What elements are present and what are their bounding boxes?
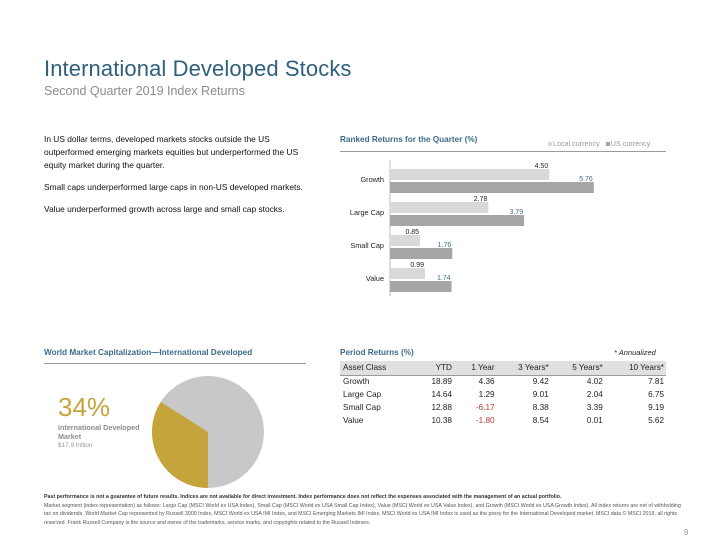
- bar-local: [390, 235, 421, 246]
- table-cell: 1.29: [478, 390, 495, 399]
- column-header: YTD: [415, 361, 454, 376]
- column-header: 1 Year: [453, 361, 497, 376]
- legend-us-swatch: [605, 142, 610, 147]
- bar-us: [390, 248, 453, 259]
- category-label: Growth: [360, 175, 384, 184]
- table-cell: Value: [343, 416, 364, 425]
- table-cell: -1.80: [475, 416, 495, 425]
- page-subtitle: Second Quarter 2019 Index Returns: [44, 84, 245, 98]
- footer-bold-text: Past performance is not a guarantee of f…: [44, 494, 562, 500]
- table-cell: 10.38: [431, 416, 452, 425]
- world-cap-percent: 34%: [58, 392, 111, 422]
- table-cell: 12.88: [431, 403, 452, 412]
- column-header: 10 Years*: [604, 361, 666, 376]
- table-cell: 9.42: [532, 377, 549, 387]
- table-cell: 5.62: [648, 416, 664, 425]
- annualized-note: * Annualized: [614, 348, 656, 357]
- legend-local: Local currency: [548, 139, 600, 148]
- world-cap-pie: [152, 376, 264, 488]
- table-row: Growth 18.89 4.36 9.42 4.02 7.81: [340, 375, 666, 388]
- intro-paragraph-2: Small caps underperformed large caps in …: [44, 182, 303, 192]
- table-cell: Growth: [343, 377, 370, 387]
- bar-value-label: 2.78: [474, 196, 488, 203]
- table-cell: 6.75: [648, 390, 664, 399]
- pie-slice-international: [152, 401, 208, 488]
- ranked-returns-heading: Ranked Returns for the Quarter (%): [340, 135, 478, 144]
- legend-us-label: US currency: [610, 139, 651, 148]
- table-cell: 3.39: [586, 403, 603, 412]
- column-header: Asset Class: [340, 361, 416, 376]
- bar-us: [390, 182, 594, 193]
- period-returns-table: Asset Class YTD 1 Year 3 Years* 5 Years* 10 Y…: [340, 361, 666, 427]
- column-header: 5 Years*: [550, 361, 605, 376]
- intro-text: In US dollar terms, developed markets st…: [44, 133, 306, 225]
- legend-local-swatch: [548, 142, 552, 147]
- category-label: Large Cap: [350, 208, 384, 217]
- column-header: 3 Years*: [496, 361, 551, 376]
- category-label: Small Cap: [350, 241, 384, 250]
- table-cell: 4.02: [586, 377, 603, 387]
- table-cell: 2.04: [586, 390, 603, 399]
- table-header-row: Asset Class YTD 1 Year 3 Years* 5 Years* 10 Y…: [340, 361, 666, 376]
- world-cap-label: International Developed Market: [58, 423, 140, 441]
- period-returns-heading: Period Returns (%): [340, 348, 414, 357]
- bar-value-label: 5.76: [579, 176, 593, 183]
- page-number: 9: [684, 528, 689, 537]
- ranked-returns-chart: Growth 4.50 5.76 Large Cap 2.78 3.79 Small Cap…: [350, 160, 594, 296]
- bar-value-label: 3.79: [509, 209, 523, 216]
- world-divider: [44, 363, 306, 364]
- bar-value-label: 0.85: [405, 229, 419, 236]
- bar-local: [390, 169, 550, 180]
- table-cell: Large Cap: [343, 390, 382, 399]
- table-row: Small Cap 12.88 -6.17 8.38 3.39 9.19: [340, 401, 666, 414]
- chart-legend: Local currency US currency: [548, 139, 650, 148]
- bar-local: [390, 268, 426, 279]
- bar-value-label: 0.99: [410, 262, 424, 269]
- table-cell: 0.01: [586, 416, 603, 425]
- bar-local: [390, 202, 489, 213]
- table-cell: 7.81: [648, 377, 664, 387]
- table-cell: 8.54: [532, 416, 549, 425]
- legend-local-label: Local currency: [553, 139, 600, 148]
- category-label: Value: [366, 274, 384, 283]
- table-cell: 9.19: [648, 403, 664, 412]
- footer-text: Market segment (index representation) as…: [44, 502, 681, 527]
- intro-paragraph-3: Value underperformed growth across large…: [44, 204, 285, 214]
- world-cap-heading: World Market Capitalization—Internationa…: [44, 348, 253, 357]
- bar-value-label: 1.74: [437, 275, 451, 282]
- page-title: International Developed Stocks: [44, 56, 352, 81]
- footer-disclaimer: Past performance is not a guarantee of f…: [44, 493, 684, 528]
- table-cell: 4.36: [478, 377, 495, 387]
- table-row: Large Cap 14.64 1.29 9.01 2.04 6.75: [340, 388, 666, 401]
- bar-value-label: 1.76: [438, 242, 452, 249]
- table-cell: 8.38: [532, 403, 549, 412]
- world-cap-value: $17.9 trillion: [58, 442, 93, 449]
- legend-us: US currency: [605, 139, 651, 148]
- bar-us: [390, 281, 452, 292]
- intro-paragraph-1: In US dollar terms, developed markets st…: [44, 134, 299, 170]
- bar-value-label: 4.50: [535, 163, 549, 170]
- table-cell: Small Cap: [343, 403, 381, 412]
- table-cell: 9.01: [532, 390, 549, 399]
- table-cell: 14.64: [431, 390, 452, 399]
- table-cell: -6.17: [475, 403, 495, 412]
- table-cell: 18.89: [431, 377, 452, 387]
- table-row: Value 10.38 -1.80 8.54 0.01 5.62: [340, 414, 666, 427]
- ranked-divider: [340, 151, 666, 152]
- bar-us: [390, 215, 525, 226]
